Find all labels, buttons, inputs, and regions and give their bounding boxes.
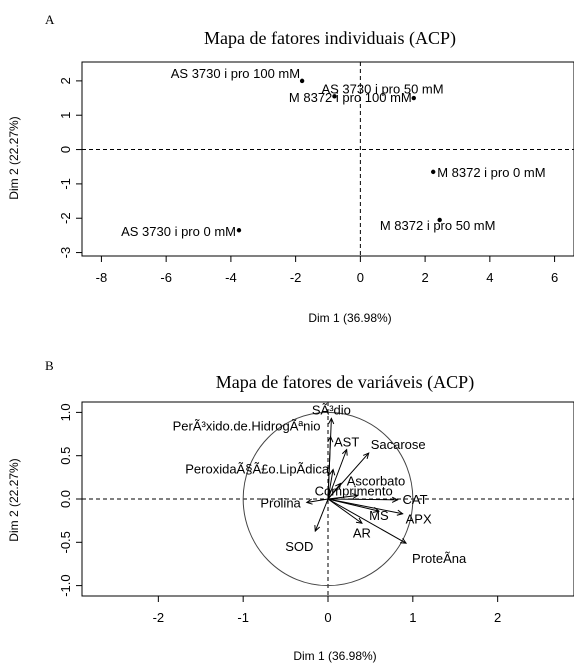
variable-arrow (327, 495, 358, 500)
variable-arrow (327, 498, 363, 524)
variable-arrow (327, 449, 348, 500)
variable-arrowhead (341, 448, 348, 456)
panel-a-x-ticks: -8 -6 -4 -2 0 2 4 6 (96, 255, 558, 285)
panel-a-x-tick-label: -8 (96, 270, 108, 285)
variable-label: AR (353, 525, 371, 540)
variable-arrowhead (362, 452, 370, 460)
panel-a-y-tick-label: 0 (58, 146, 73, 153)
panel-a-label: A (45, 12, 55, 27)
variable-label: Prolina (260, 495, 301, 510)
panel-a-point-label: AS 3730 i pro 100 mM (171, 66, 300, 81)
panel-b-y-ticks: -1.0 -0.5 0.0 0.5 1.0 (58, 403, 83, 597)
panel-b-x-tick-label: -2 (153, 610, 165, 625)
panel-a-point-label: AS 3730 i pro 50 mM (321, 81, 443, 96)
panel-a-point-label: AS 3730 i pro 0 mM (121, 224, 236, 239)
panel-a-x-tick-label: 4 (486, 270, 493, 285)
panel-b-x-tick-label: 1 (409, 610, 416, 625)
panel-a-point (236, 228, 242, 233)
panel-a-x-tick-label: -4 (225, 270, 237, 285)
panel-b-y-tick-label: 1.0 (58, 403, 73, 421)
panel-a-y-tick-label: -3 (58, 247, 73, 259)
variable-label: Sacarose (371, 437, 426, 452)
panel-b-y-tick-label: 0.5 (58, 447, 73, 465)
variable-arrow (327, 469, 334, 500)
variable-label: Comprimento (315, 484, 393, 499)
variable-label: AST (334, 435, 359, 450)
panel-a-x-tick-label: 6 (551, 270, 558, 285)
panel-a-point (411, 95, 416, 101)
variable-arrowhead (396, 509, 404, 516)
panel-a-y-label: Dim 2 (22.27%) (7, 116, 21, 199)
variable-arrowhead (335, 482, 342, 490)
panel-a-point-label: M 8372 i pro 100 mM (289, 90, 412, 105)
panel-a-point (299, 78, 305, 84)
variable-arrowhead (391, 496, 399, 503)
panel-b-x-ticks: -2 -1 0 1 2 (153, 595, 501, 625)
variable-arrowhead (400, 537, 408, 544)
panel-a-y-tick-label: 2 (58, 77, 73, 84)
panel-b-y-tick-label: -1.0 (58, 574, 73, 596)
panel-b-variable-arrows: SÃ³dio PerÃ³xido.de.HidrogÃªnio AST Sacaros… (173, 402, 467, 566)
variable-arrow (306, 498, 329, 503)
panel-a-x-label: Dim 1 (36.98%) (308, 311, 391, 325)
variable-arrowhead (305, 498, 313, 505)
panel-a-y-ticks: -3 -2 -1 0 1 2 (58, 77, 83, 259)
variable-arrow (314, 498, 329, 532)
panel-a-x-tick-label: -2 (290, 270, 302, 285)
variable-label: PerÃ³xido.de.HidrogÃªnio (173, 419, 321, 434)
variable-label: CAT (403, 492, 428, 507)
panel-a-y-tick-label: 1 (58, 112, 73, 119)
variable-arrowhead (355, 517, 363, 524)
variable-label: ProteÃ­na (412, 551, 467, 566)
variable-arrow (327, 498, 403, 515)
panel-b-y-label: Dim 2 (22.27%) (7, 458, 21, 541)
panel-b-x-label: Dim 1 (36.98%) (293, 649, 376, 663)
panel-b-y-tick-label: -0.5 (58, 531, 73, 553)
panel-b-title: Mapa de fatores de variáveis (ACP) (216, 372, 474, 393)
panel-b-x-tick-label: 0 (324, 610, 331, 625)
panel-a: A Mapa de fatores individuais (ACP) -8 -6… (7, 12, 574, 325)
panel-a-x-tick-label: -6 (160, 270, 172, 285)
variable-label: SÃ³dio (312, 402, 351, 417)
panel-a-y-tick-label: -2 (58, 212, 73, 224)
panel-b: B Mapa de fatores de variáveis (ACP) -2-… (7, 358, 574, 663)
variable-arrow (327, 436, 332, 500)
panel-a-point (332, 94, 337, 99)
panel-b-y-tick-label: 0.0 (58, 490, 73, 508)
variable-label: MS (369, 508, 389, 523)
variable-arrowhead (329, 468, 336, 476)
variable-label: SOD (285, 539, 313, 554)
variable-arrowhead (351, 493, 359, 500)
variable-arrow (327, 498, 407, 544)
variable-label: APX (406, 512, 432, 527)
panel-a-point (430, 169, 436, 175)
panel-b-x-tick-label: 2 (494, 610, 501, 625)
variable-label: Ascorbato (347, 473, 406, 488)
correlation-circle (242, 411, 414, 587)
panel-a-x-tick-label: 2 (421, 270, 428, 285)
panel-a-y-tick-label: -1 (58, 178, 73, 190)
variable-label: PeroxidaÃ§Ã£o.LipÃ­dica (185, 462, 330, 477)
panel-a-point-label: M 8372 i pro 50 mM (380, 218, 496, 233)
variable-arrow (327, 498, 398, 501)
variable-arrow (327, 483, 342, 500)
panel-b-x-tick-label: -1 (237, 610, 249, 625)
variable-arrowhead (314, 525, 321, 533)
panel-a-title: Mapa de fatores individuais (ACP) (204, 28, 456, 49)
panel-a-reference-lines (82, 62, 574, 256)
variable-arrowhead (327, 435, 334, 443)
variable-arrowhead (328, 417, 335, 425)
panel-a-point-label: M 8372 i pro 0 mM (437, 165, 545, 180)
panel-a-point (437, 217, 442, 223)
panel-a-x-tick-label: 0 (357, 270, 364, 285)
panel-b-label: B (45, 358, 54, 373)
